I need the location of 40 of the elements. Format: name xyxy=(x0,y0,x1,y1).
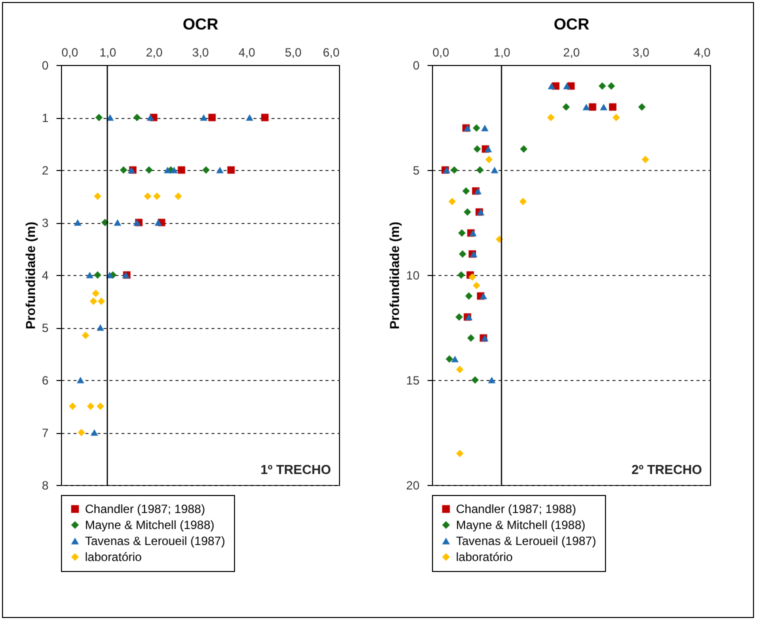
y-axis-title: Profundidade (m) xyxy=(22,222,38,330)
y-tick-label: 4 xyxy=(42,268,49,282)
legend-label: laboratório xyxy=(456,550,514,564)
x-tick-label: 1,0 xyxy=(494,46,511,60)
y-tick-label: 3 xyxy=(42,216,49,230)
x-tick-label: 0,0 xyxy=(62,46,79,60)
legend-label: Mayne & Mitchell (1988) xyxy=(456,518,586,532)
y-tick-label: 2 xyxy=(42,164,49,178)
y-tick-label: 15 xyxy=(406,374,420,388)
x-tick-label: 2,0 xyxy=(563,46,580,60)
annotation: 2º TRECHO xyxy=(632,462,702,477)
x-tick-label: 4,0 xyxy=(238,46,256,60)
x-tick-label: 3,0 xyxy=(192,46,210,60)
x-tick-label: 5,0 xyxy=(284,46,302,60)
y-tick-label: 0 xyxy=(42,58,49,72)
y-tick-label: 6 xyxy=(42,374,49,388)
legend-label: Chandler (1987; 1988) xyxy=(456,502,576,516)
legend-label: laboratório xyxy=(85,550,142,564)
x-tick-label: 3,0 xyxy=(632,46,650,60)
legend-label: Tavenas & Leroueil (1987) xyxy=(85,534,226,548)
legend-label: Tavenas & Leroueil (1987) xyxy=(456,534,596,548)
x-tick-label: 6,0 xyxy=(322,46,340,60)
y-tick-label: 8 xyxy=(42,478,49,492)
y-tick-label: 1 xyxy=(42,111,49,125)
x-axis-title: OCR xyxy=(554,16,590,34)
legend-label: Mayne & Mitchell (1988) xyxy=(85,518,214,532)
y-tick-label: 5 xyxy=(42,321,49,335)
y-tick-label: 20 xyxy=(406,478,420,492)
x-tick-label: 0,0 xyxy=(432,46,450,60)
y-tick-label: 10 xyxy=(406,268,420,282)
y-tick-label: 5 xyxy=(412,164,420,178)
y-tick-label: 7 xyxy=(42,426,49,440)
annotation: 1º TRECHO xyxy=(260,462,331,477)
legend-label: Chandler (1987; 1988) xyxy=(85,502,206,516)
y-axis-title: Profundidade (m) xyxy=(387,222,402,330)
x-axis-title: OCR xyxy=(182,16,219,34)
x-tick-label: 4,0 xyxy=(694,46,711,60)
x-tick-label: 2,0 xyxy=(146,46,163,60)
y-tick-label: 0 xyxy=(412,58,420,72)
x-tick-label: 1,0 xyxy=(99,46,116,60)
